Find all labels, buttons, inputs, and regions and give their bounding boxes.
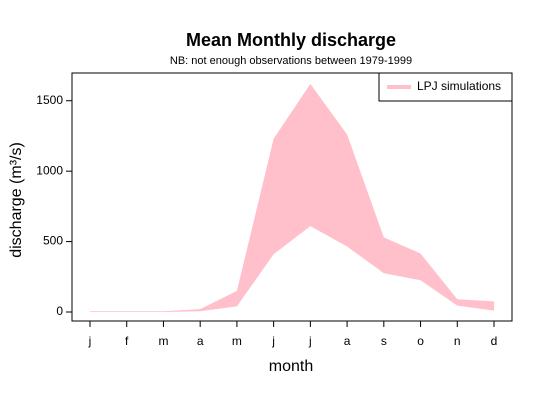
x-tick-label: d xyxy=(491,334,498,348)
x-tick-label: f xyxy=(125,334,129,348)
y-tick-label: 1000 xyxy=(36,163,63,177)
x-tick-label: j xyxy=(308,334,312,348)
x-tick-label: s xyxy=(381,334,387,348)
legend-label: LPJ simulations xyxy=(417,79,501,93)
y-tick-label: 0 xyxy=(56,304,63,318)
x-tick-label: m xyxy=(158,334,168,348)
y-axis-title: discharge (m³/s) xyxy=(8,142,25,258)
chart-title: Mean Monthly discharge xyxy=(186,30,396,50)
x-tick-label: o xyxy=(417,334,424,348)
x-tick-label: j xyxy=(88,334,92,348)
y-tick-label: 500 xyxy=(43,234,63,248)
band-area xyxy=(90,83,494,312)
y-tick-label: 1500 xyxy=(36,93,63,107)
x-tick-label: a xyxy=(344,334,351,348)
x-axis-title: month xyxy=(269,358,313,375)
plot-frame xyxy=(71,72,513,322)
chart-subtitle: NB: not enough observations between 1979… xyxy=(170,55,412,67)
x-tick-label: a xyxy=(197,334,204,348)
x-tick-label: n xyxy=(454,334,461,348)
x-tick-label: j xyxy=(271,334,275,348)
x-tick-label: m xyxy=(232,334,242,348)
